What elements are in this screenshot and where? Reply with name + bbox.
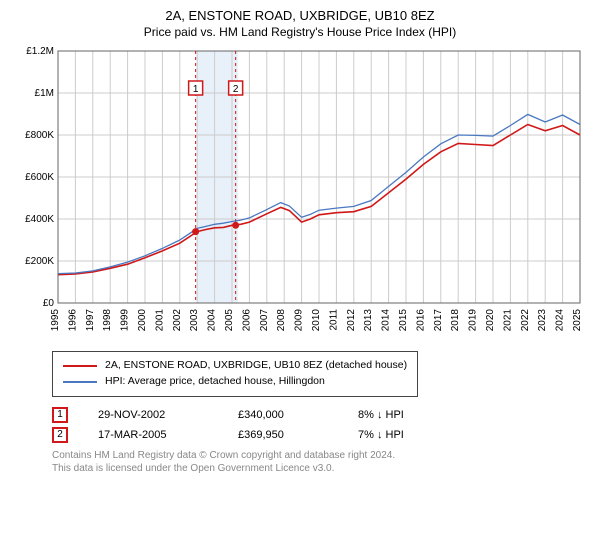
svg-text:2020: 2020 (485, 309, 496, 332)
svg-text:2005: 2005 (224, 309, 235, 332)
svg-text:2011: 2011 (328, 309, 339, 331)
svg-text:1: 1 (193, 84, 199, 95)
svg-text:2025: 2025 (572, 309, 583, 332)
svg-text:2004: 2004 (207, 309, 218, 332)
svg-text:2: 2 (233, 84, 239, 95)
chart-area: £0 £200K £400K £600K £800K £1M £1.2M 1995 1996 19… (12, 45, 588, 345)
svg-text:1999: 1999 (120, 309, 131, 332)
svg-text:2008: 2008 (276, 309, 287, 332)
license-line: This data is licensed under the Open Gov… (52, 462, 588, 475)
legend-row: 2A, ENSTONE ROAD, UXBRIDGE, UB10 8EZ (de… (63, 358, 407, 374)
svg-text:2002: 2002 (172, 309, 183, 332)
transaction-date: 29-NOV-2002 (98, 409, 208, 421)
transaction-row: 2 17-MAR-2005 £369,950 7% ↓ HPI (52, 427, 588, 443)
svg-text:2013: 2013 (363, 309, 374, 332)
svg-text:2023: 2023 (537, 309, 548, 332)
chart-subtitle: Price paid vs. HM Land Registry's House … (12, 25, 588, 39)
svg-text:2024: 2024 (555, 309, 566, 332)
transaction-date: 17-MAR-2005 (98, 429, 208, 441)
transaction-delta: 8% ↓ HPI (358, 409, 404, 421)
svg-text:2000: 2000 (137, 309, 148, 332)
svg-text:2015: 2015 (398, 309, 409, 332)
transaction-badge: 2 (52, 427, 68, 443)
transaction-price: £340,000 (238, 409, 328, 421)
svg-text:2012: 2012 (346, 309, 357, 332)
svg-text:2009: 2009 (294, 309, 305, 332)
legend-swatch (63, 381, 97, 383)
license-line: Contains HM Land Registry data © Crown c… (52, 449, 588, 462)
transaction-badge: 1 (52, 407, 68, 423)
legend-label: HPI: Average price, detached house, Hill… (105, 374, 325, 390)
svg-text:£200K: £200K (25, 256, 54, 267)
svg-text:£1.2M: £1.2M (26, 46, 54, 57)
chart-title: 2A, ENSTONE ROAD, UXBRIDGE, UB10 8EZ (12, 8, 588, 23)
svg-text:2017: 2017 (433, 309, 444, 332)
legend-swatch (63, 365, 97, 367)
svg-text:£600K: £600K (25, 172, 54, 183)
svg-text:2021: 2021 (502, 309, 513, 332)
legend-row: HPI: Average price, detached house, Hill… (63, 374, 407, 390)
transaction-list: 1 29-NOV-2002 £340,000 8% ↓ HPI 2 17-MAR-2005… (12, 407, 588, 443)
svg-text:2001: 2001 (154, 309, 165, 332)
svg-text:2022: 2022 (520, 309, 531, 332)
transaction-price: £369,950 (238, 429, 328, 441)
svg-text:£0: £0 (43, 298, 55, 309)
svg-text:£400K: £400K (25, 214, 54, 225)
legend: 2A, ENSTONE ROAD, UXBRIDGE, UB10 8EZ (de… (52, 351, 418, 397)
svg-text:£800K: £800K (25, 130, 54, 141)
svg-text:1997: 1997 (85, 309, 96, 332)
svg-text:2007: 2007 (259, 309, 270, 332)
svg-text:2006: 2006 (241, 309, 252, 332)
svg-text:2014: 2014 (381, 309, 392, 332)
svg-text:1996: 1996 (67, 309, 78, 332)
line-chart: £0 £200K £400K £600K £800K £1M £1.2M 1995 1996 19… (12, 45, 588, 345)
svg-text:2003: 2003 (189, 309, 200, 332)
svg-text:2019: 2019 (468, 309, 479, 332)
svg-text:2016: 2016 (415, 309, 426, 332)
svg-text:2010: 2010 (311, 309, 322, 332)
transaction-delta: 7% ↓ HPI (358, 429, 404, 441)
license-text: Contains HM Land Registry data © Crown c… (52, 449, 588, 475)
svg-text:1998: 1998 (102, 309, 113, 332)
svg-text:2018: 2018 (450, 309, 461, 332)
svg-text:£1M: £1M (35, 88, 54, 99)
legend-label: 2A, ENSTONE ROAD, UXBRIDGE, UB10 8EZ (de… (105, 358, 407, 374)
svg-text:1995: 1995 (50, 309, 61, 332)
transaction-row: 1 29-NOV-2002 £340,000 8% ↓ HPI (52, 407, 588, 423)
